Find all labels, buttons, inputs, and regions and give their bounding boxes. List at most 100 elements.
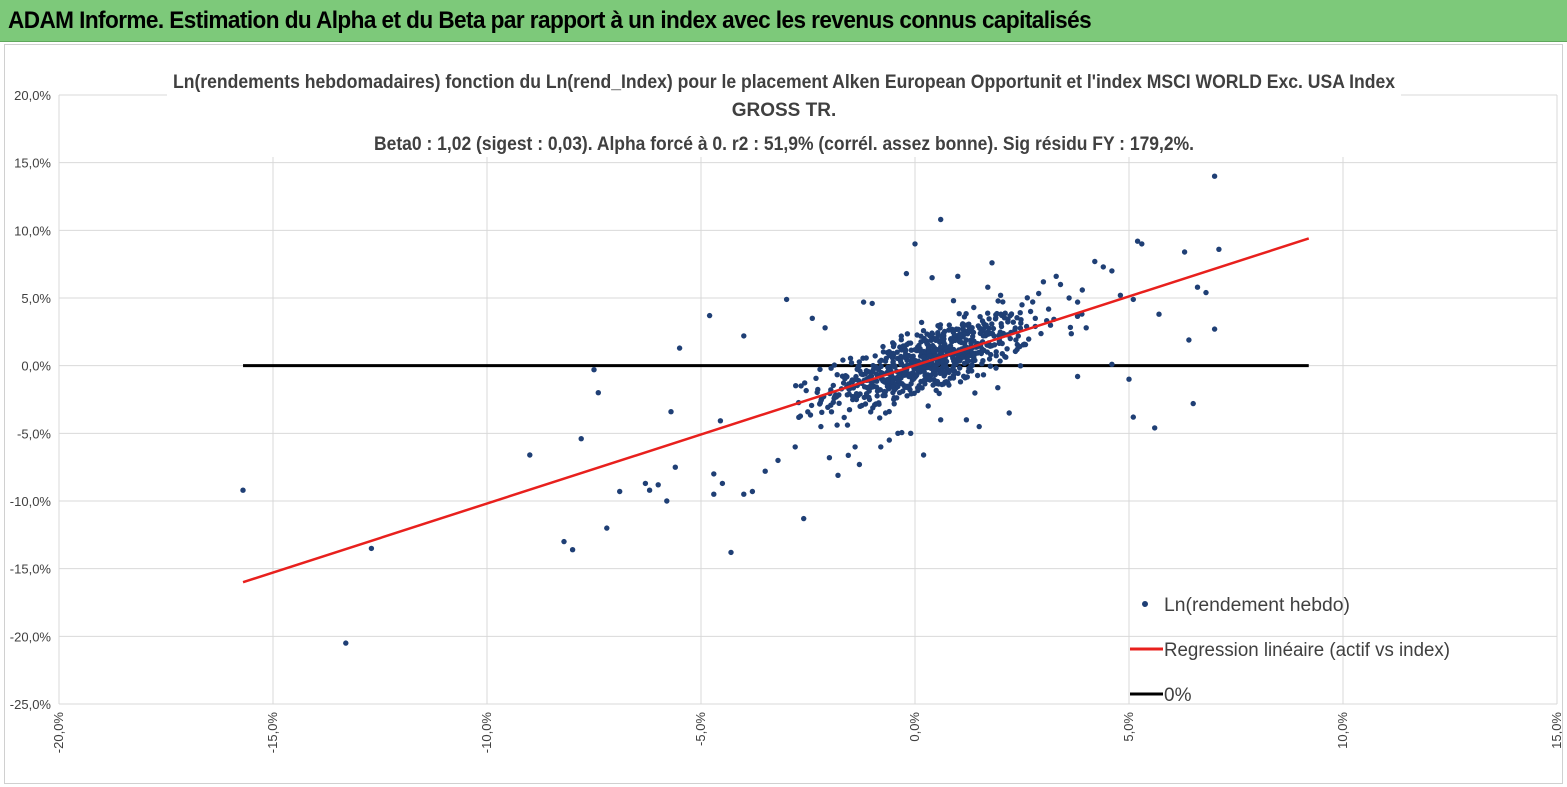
chart-title-line-2: GROSS TR. xyxy=(732,100,837,121)
y-tick-label: -15,0% xyxy=(10,562,52,577)
scatter-point xyxy=(938,417,944,423)
scatter-point xyxy=(889,355,896,361)
x-tick-label: -5,0% xyxy=(693,712,708,746)
scatter-point xyxy=(971,338,977,344)
scatter-point xyxy=(930,342,936,349)
y-tick-label: -20,0% xyxy=(10,629,52,644)
scatter-point xyxy=(955,273,961,279)
scatter-point xyxy=(783,296,790,303)
scatter-point xyxy=(901,382,907,389)
scatter-point xyxy=(1026,336,1032,342)
scatter-point xyxy=(957,365,963,371)
scatter-point xyxy=(1211,326,1218,332)
scatter-point xyxy=(728,549,734,556)
scatter-point xyxy=(921,377,928,383)
scatter-point xyxy=(983,322,989,328)
scatter-point xyxy=(844,422,851,428)
scatter-point xyxy=(965,358,972,364)
scatter-point xyxy=(863,355,869,361)
scatter-point xyxy=(868,409,874,415)
scatter-point xyxy=(847,355,854,361)
scatter-point xyxy=(984,349,990,355)
scatter-point xyxy=(980,333,986,339)
scatter-point xyxy=(995,385,1001,391)
scatter-point xyxy=(884,383,891,390)
scatter-point xyxy=(998,311,1004,317)
scatter-point xyxy=(808,402,815,409)
scatter-point xyxy=(929,331,936,337)
scatter-point xyxy=(717,418,724,424)
scatter-point xyxy=(993,365,999,371)
scatter-point xyxy=(1006,410,1012,416)
scatter-point xyxy=(932,352,939,358)
scatter-point xyxy=(866,394,872,400)
scatter-point xyxy=(920,354,927,360)
scatter-point xyxy=(1117,292,1124,298)
scatter-point xyxy=(955,352,961,358)
scatter-point xyxy=(1027,308,1034,315)
scatter-point xyxy=(569,547,576,553)
scatter-point xyxy=(912,365,918,372)
scatter-point xyxy=(591,367,597,373)
scatter-point xyxy=(869,300,875,307)
scatter-point xyxy=(993,315,999,321)
scatter-point xyxy=(1012,327,1018,333)
scatter-point xyxy=(741,491,747,497)
scatter-point xyxy=(878,357,884,363)
x-tick-label: -20,0% xyxy=(51,712,66,754)
scatter-point xyxy=(917,348,924,355)
scatter-point xyxy=(1190,400,1196,407)
scatter-point xyxy=(1014,346,1020,353)
scatter-point xyxy=(993,349,999,355)
scatter-point xyxy=(878,444,884,450)
y-tick-label: -10,0% xyxy=(10,494,52,509)
scatter-point xyxy=(997,358,1003,364)
scatter-point xyxy=(846,407,853,413)
scatter-point xyxy=(880,343,886,350)
scatter-point xyxy=(995,298,1001,304)
scatter-point xyxy=(974,372,981,379)
scatter-point xyxy=(934,359,941,365)
scatter-point xyxy=(604,525,610,531)
regression-series xyxy=(242,237,1310,584)
scatter-point xyxy=(1007,313,1013,319)
scatter-point xyxy=(848,360,855,366)
scatter-point xyxy=(904,393,910,399)
scatter-point xyxy=(970,329,977,336)
scatter-point xyxy=(890,384,896,390)
scatter-point xyxy=(977,314,983,320)
scatter-point xyxy=(803,387,809,394)
scatter-point xyxy=(920,452,927,458)
scatter-point xyxy=(935,330,941,336)
scatter-point xyxy=(901,372,907,378)
x-tick-label: 10,0% xyxy=(1335,712,1350,749)
scatter-point xyxy=(874,393,880,399)
scatter-point xyxy=(998,321,1004,327)
scatter-point xyxy=(850,393,856,400)
scatter-point xyxy=(1038,330,1044,337)
scatter-point xyxy=(642,480,649,487)
scatter-point xyxy=(798,383,804,389)
scatter-point xyxy=(900,343,906,349)
chart-frame: Ln(rendements hebdomadaires) fonction du… xyxy=(4,44,1563,784)
scatter-point xyxy=(980,372,987,378)
scatter-point xyxy=(938,216,944,223)
chart-legend: Ln(rendement hebdo) Regression linéaire … xyxy=(1130,595,1450,706)
scatter-point xyxy=(862,371,868,377)
scatter-point xyxy=(934,378,941,385)
scatter-point xyxy=(1068,331,1075,337)
scatter-point xyxy=(802,380,808,386)
scatter-point xyxy=(961,373,967,379)
scatter-point xyxy=(1156,311,1162,317)
y-tick-label: -5,0% xyxy=(17,426,51,441)
scatter-point xyxy=(1013,337,1019,343)
scatter-point xyxy=(896,390,903,396)
scatter-point xyxy=(655,482,661,488)
scatter-point xyxy=(935,323,941,329)
scatter-point xyxy=(1014,341,1020,348)
scatter-point xyxy=(1109,268,1115,274)
scatter-point xyxy=(940,331,947,337)
scatter-point xyxy=(825,404,831,410)
scatter-point xyxy=(994,310,1000,317)
scatter-point xyxy=(1066,295,1072,301)
